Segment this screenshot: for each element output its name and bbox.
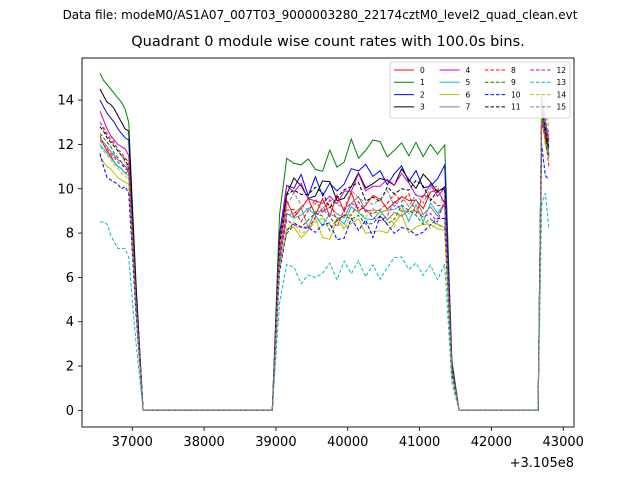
series-line-13 (100, 193, 550, 411)
series-line-3 (99, 88, 550, 411)
y-tick-label: 10 (57, 182, 74, 197)
x-tick-label: 39000 (255, 435, 296, 450)
x-tick-label: 40000 (327, 435, 368, 450)
series-line-10 (99, 144, 550, 411)
legend-label-3: 3 (420, 103, 425, 112)
x-tick-label: 38000 (183, 435, 224, 450)
data-file-label: Data file: modeM0/AS1A07_007T03_90000032… (62, 8, 578, 22)
legend-label-8: 8 (511, 66, 516, 75)
series-line-12 (99, 119, 550, 411)
x-tick-label: 41000 (399, 435, 440, 450)
legend-label-9: 9 (511, 78, 516, 87)
x-offset-label: +3.105e8 (510, 456, 574, 471)
y-tick-label: 4 (66, 315, 74, 330)
legend-label-5: 5 (466, 78, 471, 87)
legend-label-4: 4 (466, 66, 471, 75)
series-line-11 (99, 111, 550, 411)
x-tick-label: 43000 (543, 435, 584, 450)
series-line-9 (99, 113, 550, 411)
legend-label-1: 1 (420, 78, 425, 87)
series-line-0 (99, 117, 550, 411)
series-line-6 (99, 115, 550, 411)
legend-label-11: 11 (511, 103, 521, 112)
y-tick-label: 6 (66, 271, 74, 286)
series-line-15 (99, 102, 550, 411)
legend-label-13: 13 (557, 78, 567, 87)
axes-frame (81, 57, 575, 428)
series-line-7 (99, 106, 550, 411)
legend-label-6: 6 (466, 90, 471, 99)
legend-label-10: 10 (511, 90, 521, 99)
legend-box (389, 61, 571, 119)
y-tick-label: 14 (57, 94, 74, 109)
y-tick-label: 8 (66, 227, 74, 242)
legend-label-12: 12 (557, 66, 567, 75)
legend-label-15: 15 (557, 103, 567, 112)
x-tick-label: 42000 (471, 435, 512, 450)
y-axis: 0 2 4 6 8 10 12 14 (57, 94, 82, 419)
legend-label-2: 2 (420, 90, 425, 99)
series-line-2 (99, 99, 550, 411)
series-layer (99, 73, 550, 411)
series-line-1 (99, 73, 550, 411)
x-axis: 37000 38000 39000 40000 41000 42000 43000 (112, 427, 584, 450)
series-line-5 (99, 111, 550, 411)
y-tick-label: 12 (57, 138, 74, 153)
y-tick-label: 0 (66, 404, 74, 419)
legend-label-7: 7 (466, 103, 471, 112)
legend-label-14: 14 (557, 90, 567, 99)
chart-title: Quadrant 0 module wise count rates with … (131, 34, 525, 50)
x-tick-label: 37000 (112, 435, 153, 450)
legend-label-0: 0 (420, 66, 425, 75)
series-line-4 (99, 100, 550, 411)
series-line-14 (99, 97, 550, 411)
y-tick-label: 2 (66, 360, 74, 375)
